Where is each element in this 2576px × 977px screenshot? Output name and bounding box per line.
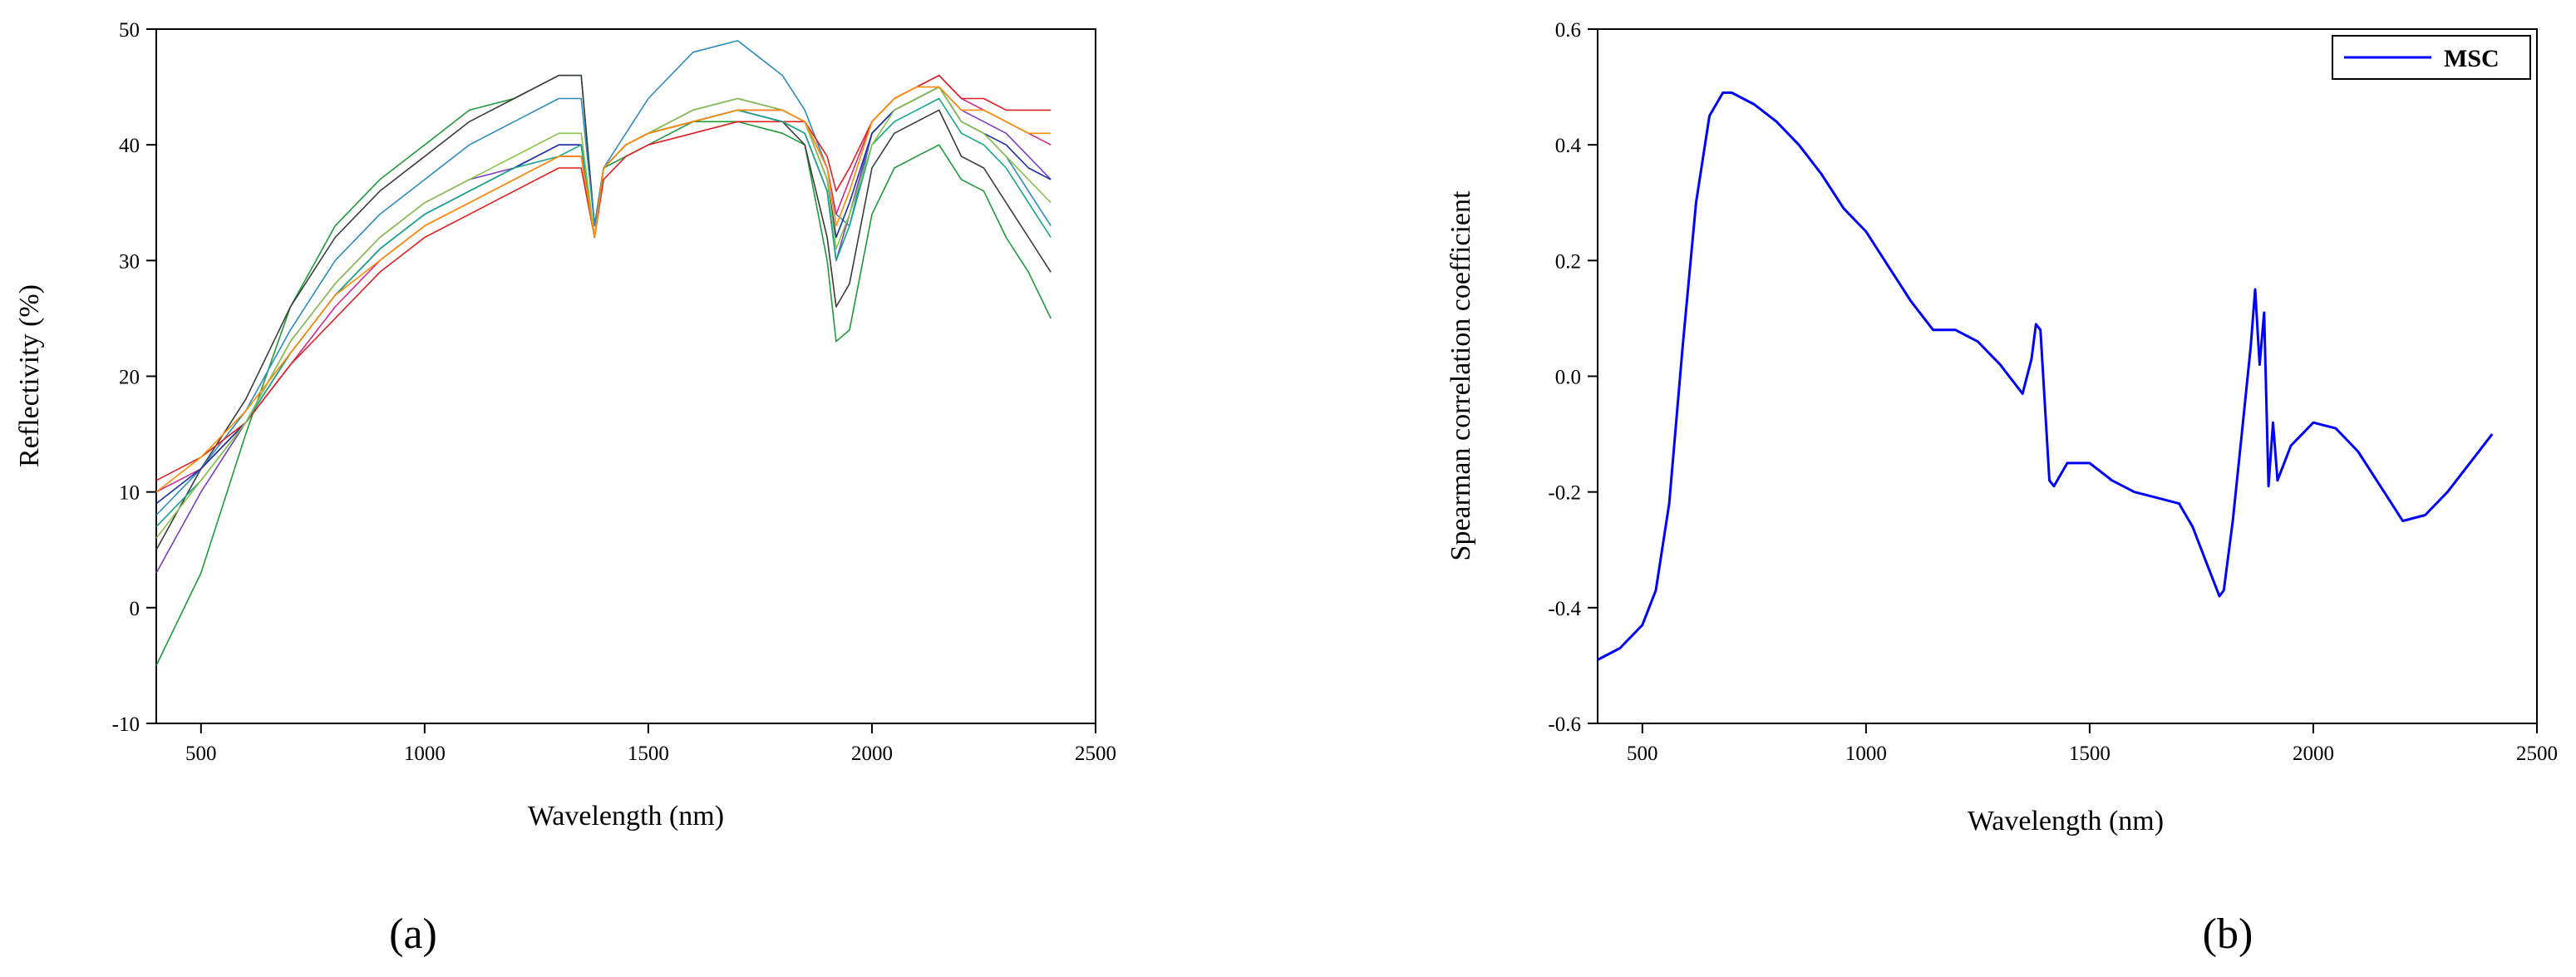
panel-b-label: (b) xyxy=(2203,910,2253,958)
panel-a-y-ticks: -10 0 10 20 30 40 50 xyxy=(112,19,156,736)
panel-a-x-tick-label: 2000 xyxy=(851,743,893,765)
panel-b-x-tick-label: 2000 xyxy=(2293,743,2334,765)
panel-a-series-group xyxy=(155,40,1052,666)
panel-a-y-tick-label: 30 xyxy=(119,250,140,273)
panel-b-x-tick-label: 2500 xyxy=(2516,743,2558,765)
panel-a-y-axis-title: Reflectivity (%) xyxy=(14,284,45,467)
panel-a-series-line-6 xyxy=(155,74,1052,481)
panel-a-x-tick-label: 1500 xyxy=(628,743,669,765)
panel-a-x-axis-title: Wavelength (nm) xyxy=(528,801,724,831)
panel-b-legend: MSC xyxy=(2332,35,2531,80)
panel-b-plot-frame xyxy=(1597,28,2538,724)
panel-b-y-tick-label: 0.2 xyxy=(1555,250,1581,273)
panel-a-series-line-10 xyxy=(155,86,1052,493)
panel-b-x-ticks: 500 1000 1500 2000 2500 xyxy=(1627,723,2558,765)
panel-b-series-line-1 xyxy=(1597,91,2494,661)
panel-a-series-line-3 xyxy=(155,40,1052,516)
panel-b-series-group xyxy=(1597,91,2494,661)
panel-a-y-tick-label: -10 xyxy=(112,713,140,736)
panel-a-y-tick-label: 50 xyxy=(119,19,140,42)
panel-a-series-line-1 xyxy=(155,74,1052,666)
panel-b-y-tick-label: -0.6 xyxy=(1548,713,1581,736)
panel-a-y-tick-label: 20 xyxy=(119,367,140,389)
panel-a: 500 1000 1500 2000 2500 -10 0 10 20 30 40 50 Wavel… xyxy=(14,19,1116,958)
panel-a-y-tick-label: 0 xyxy=(130,598,140,620)
panel-a-series-line-5 xyxy=(155,74,1052,493)
panel-a-series-line-9 xyxy=(155,86,1052,539)
panel-b-x-tick-label: 500 xyxy=(1627,743,1658,765)
panel-a-series-line-2 xyxy=(155,74,1052,550)
panel-a-series-line-7 xyxy=(155,86,1052,505)
panel-b-y-tick-label: -0.2 xyxy=(1548,482,1581,505)
panel-b-legend-label: MSC xyxy=(2444,45,2500,72)
panel-a-series-line-8 xyxy=(155,97,1052,527)
panel-b-y-axis-title: Spearman correlation coefficient xyxy=(1446,190,1476,560)
panel-b-y-tick-label: 0.0 xyxy=(1555,367,1581,389)
panel-a-x-tick-label: 1000 xyxy=(404,743,446,765)
panel-a-x-ticks: 500 1000 1500 2000 2500 xyxy=(185,723,1116,765)
panel-b: 500 1000 1500 2000 2500 -0.6 -0.4 -0.2 0.0 0.2 0.… xyxy=(1446,19,2558,958)
panel-a-x-tick-label: 2500 xyxy=(1075,743,1116,765)
panel-a-y-tick-label: 10 xyxy=(119,482,140,505)
panel-b-x-tick-label: 1500 xyxy=(2069,743,2111,765)
panel-a-x-tick-label: 500 xyxy=(185,743,217,765)
panel-b-y-tick-label: 0.4 xyxy=(1555,135,1582,157)
panel-b-y-ticks: -0.6 -0.4 -0.2 0.0 0.2 0.4 0.6 xyxy=(1548,19,1598,736)
panel-b-x-axis-title: Wavelength (nm) xyxy=(1968,806,2164,836)
panel-a-y-tick-label: 40 xyxy=(119,135,140,157)
panel-a-label: (a) xyxy=(389,910,437,958)
panel-b-x-tick-label: 1000 xyxy=(1845,743,1887,765)
panel-b-y-tick-label: 0.6 xyxy=(1555,19,1581,42)
panel-b-y-tick-label: -0.4 xyxy=(1548,598,1581,620)
